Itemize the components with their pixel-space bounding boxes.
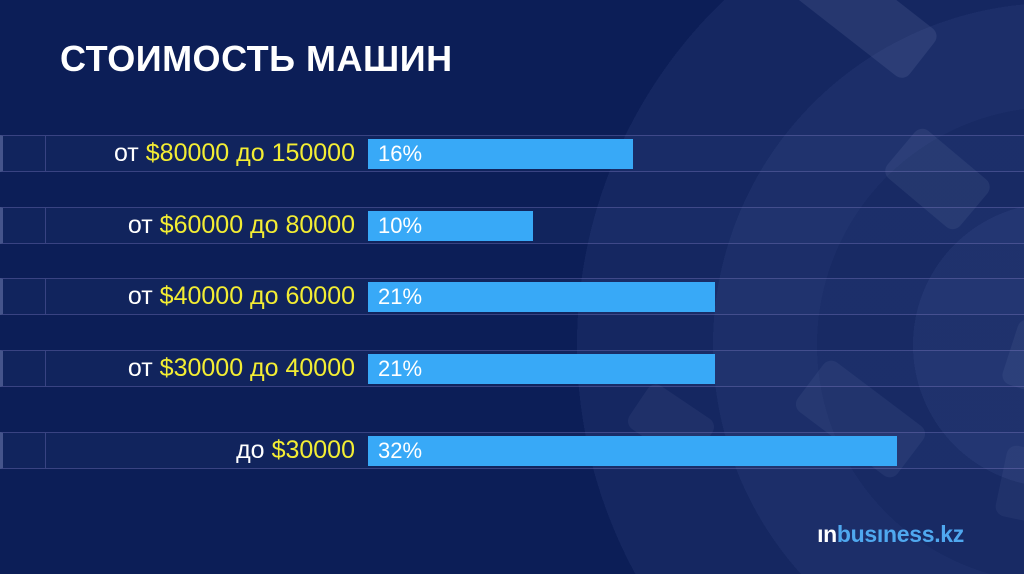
- bar-value-label: 10%: [378, 213, 423, 238]
- bar-value-label: 32%: [378, 438, 423, 463]
- bar-value-label: 21%: [378, 284, 423, 309]
- category-prefix: от: [127, 211, 153, 239]
- category-range: $80000 до 150000: [145, 139, 355, 167]
- chart-title: СТОИМОСТЬ МАШИН: [60, 38, 453, 79]
- bar: 21%: [368, 354, 715, 384]
- category-label: от $60000 до 80000: [3, 208, 355, 243]
- category-prefix: от: [113, 139, 139, 167]
- category-label: от $40000 до 60000: [3, 279, 355, 314]
- row-cell-divider: [45, 136, 46, 171]
- category-range: $30000 до 40000: [159, 354, 355, 382]
- chart-row: до $30000 32%: [0, 432, 1024, 469]
- category-label: от $30000 до 40000: [3, 351, 355, 386]
- chart-row: от $40000 до 60000 21%: [0, 278, 1024, 315]
- row-cell-divider: [45, 208, 46, 243]
- category-label: до $30000: [3, 433, 355, 468]
- bar-value-label: 16%: [378, 141, 423, 166]
- row-cell-divider: [45, 351, 46, 386]
- bar: 16%: [368, 139, 633, 169]
- category-range: $60000 до 80000: [159, 211, 355, 239]
- logo-prefix: ın: [817, 521, 837, 547]
- chart-row: от $80000 до 150000 16%: [0, 135, 1024, 172]
- bar: 21%: [368, 282, 715, 312]
- bar: 10%: [368, 211, 533, 241]
- category-range: $30000: [271, 436, 355, 464]
- category-prefix: от: [127, 282, 153, 310]
- category-label: от $80000 до 150000: [3, 136, 355, 171]
- chart-row: от $60000 до 80000 10%: [0, 207, 1024, 244]
- category-prefix: до: [236, 436, 265, 464]
- inbusiness-kz-logo: ınbusıness.kz: [817, 521, 964, 548]
- row-cell-divider: [45, 433, 46, 468]
- bar: 32%: [368, 436, 897, 466]
- category-prefix: от: [127, 354, 153, 382]
- row-cell-divider: [45, 279, 46, 314]
- chart-row: от $30000 до 40000 21%: [0, 350, 1024, 387]
- category-range: $40000 до 60000: [159, 282, 355, 310]
- logo-suffix: busıness.kz: [836, 521, 964, 547]
- bar-value-label: 21%: [378, 356, 423, 381]
